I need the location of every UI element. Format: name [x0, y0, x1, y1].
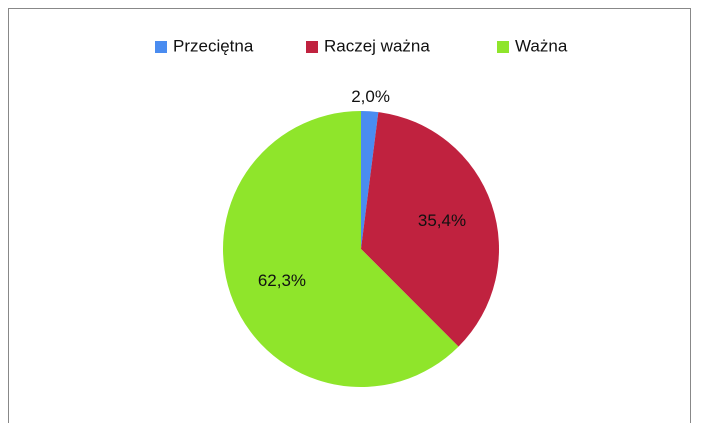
legend-label: Ważna — [515, 36, 568, 55]
legend-swatch — [155, 41, 167, 53]
data-label: 35,4% — [418, 211, 466, 230]
pie-slice — [223, 111, 459, 388]
pie-slice — [361, 112, 499, 347]
pie-slice — [361, 111, 379, 249]
legend-swatch — [497, 41, 509, 53]
legend-label: Raczej ważna — [324, 36, 430, 55]
data-label: 2,0% — [351, 87, 390, 106]
legend-label: Przeciętna — [173, 36, 254, 55]
legend-swatch — [306, 41, 318, 53]
data-label: 62,3% — [258, 271, 306, 290]
